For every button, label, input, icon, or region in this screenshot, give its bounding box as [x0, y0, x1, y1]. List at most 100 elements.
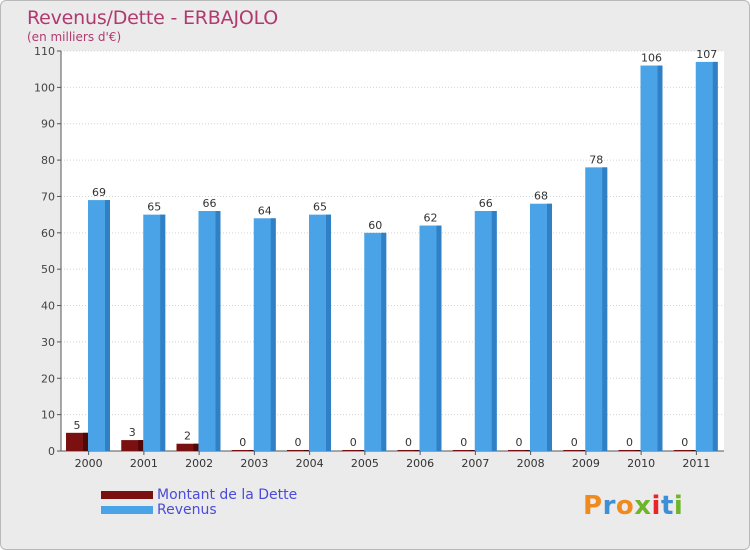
x-tick-label: 2006 [406, 457, 434, 470]
proxiti-logo: Proxiti [583, 491, 683, 521]
legend-swatch-revenus [101, 505, 153, 514]
bar-revenus [585, 167, 608, 451]
data-label-dette: 0 [295, 436, 302, 449]
bar-revenus-shade [105, 200, 110, 451]
y-tick-label: 60 [41, 227, 55, 240]
data-label-revenus: 60 [368, 219, 382, 232]
bar-dette [287, 450, 309, 451]
data-label-revenus: 78 [589, 153, 603, 166]
chart-title: Revenus/Dette - ERBAJOLO [27, 7, 279, 29]
data-label-revenus: 69 [92, 186, 106, 199]
x-tick-label: 2007 [461, 457, 489, 470]
bar-revenus-shade [381, 232, 387, 451]
chart-legend: Montant de la Dette Revenus [101, 486, 298, 518]
data-label-dette: 0 [681, 436, 688, 449]
logo-letter: P [583, 491, 603, 521]
data-label-revenus: 66 [203, 197, 217, 210]
bar-dette [342, 450, 365, 451]
bar-revenus-shade [547, 203, 552, 451]
data-label-revenus: 66 [479, 197, 493, 210]
bar-dette [176, 443, 199, 451]
bar-revenus-shade [326, 214, 331, 451]
bar-revenus [309, 214, 331, 451]
bar-revenus [364, 232, 387, 451]
bar-revenus [253, 218, 276, 451]
bar-revenus-shade [215, 211, 221, 451]
bar-revenus [530, 203, 552, 451]
bar-revenus [88, 200, 110, 451]
logo-letter: i [651, 491, 661, 521]
data-label-dette: 0 [350, 436, 357, 449]
bar-dette-shade [359, 450, 365, 451]
x-tick-label: 2001 [130, 457, 158, 470]
data-label-revenus: 64 [258, 204, 272, 217]
bar-revenus [198, 211, 221, 451]
bar-dette [397, 450, 420, 451]
data-label-dette: 0 [626, 436, 633, 449]
y-tick-label: 10 [41, 409, 55, 422]
bar-dette [231, 450, 254, 451]
bar-dette-shade [580, 450, 586, 451]
data-label-dette: 3 [129, 426, 136, 439]
logo-letter: o [615, 491, 635, 521]
bar-dette-shade [635, 450, 641, 451]
chart-subtitle: (en milliers d'€) [27, 30, 122, 44]
y-tick-label: 0 [48, 445, 55, 458]
y-tick-label: 80 [41, 154, 55, 167]
bar-revenus-shade [712, 61, 718, 452]
x-tick-label: 2011 [682, 457, 710, 470]
data-label-dette: 0 [516, 436, 523, 449]
x-tick-label: 2005 [351, 457, 379, 470]
y-tick-label: 30 [41, 336, 55, 349]
y-tick-label: 90 [41, 118, 55, 131]
legend-item-dette: Montant de la Dette [101, 486, 298, 503]
data-label-dette: 0 [239, 436, 246, 449]
data-label-revenus: 68 [534, 190, 548, 203]
logo-letter: r [602, 491, 616, 521]
data-label-dette: 2 [184, 430, 191, 443]
legend-label-dette: Montant de la Dette [157, 486, 298, 503]
logo-letter: t [660, 491, 674, 521]
bar-dette-shade [469, 450, 475, 451]
bar-revenus [419, 225, 442, 451]
y-tick-label: 40 [41, 300, 55, 313]
data-label-dette: 0 [405, 436, 412, 449]
x-tick-label: 2008 [517, 457, 545, 470]
y-tick-label: 70 [41, 190, 55, 203]
data-label-revenus: 65 [313, 201, 327, 214]
bar-dette-shade [690, 450, 696, 451]
y-tick-label: 50 [41, 263, 55, 276]
bar-revenus-shade [602, 167, 608, 451]
bar-dette [673, 450, 696, 451]
y-tick-label: 100 [34, 81, 55, 94]
bar-revenus-shade [657, 65, 663, 451]
bar-dette-shade [525, 450, 530, 451]
bar-revenus [640, 65, 663, 451]
data-label-revenus: 107 [696, 48, 717, 61]
bar-revenus-shade [160, 214, 166, 451]
x-tick-label: 2000 [75, 457, 103, 470]
legend-label-revenus: Revenus [157, 501, 217, 518]
bar-dette [452, 450, 475, 451]
bar-dette-shade [304, 450, 309, 451]
plot-area [61, 51, 724, 451]
bar-dette [618, 450, 641, 451]
logo-letter: i [673, 491, 684, 521]
bar-dette [563, 450, 586, 451]
data-label-revenus: 65 [147, 201, 161, 214]
bar-revenus [695, 61, 718, 452]
data-label-dette: 5 [74, 419, 81, 432]
x-tick-label: 2009 [572, 457, 600, 470]
bar-dette-shade [414, 450, 420, 451]
bar-dette [66, 432, 88, 451]
legend-item-revenus: Revenus [101, 501, 297, 518]
x-tick-label: 2003 [240, 457, 268, 470]
bar-dette-shade [138, 440, 144, 451]
legend-swatch-dette [101, 490, 153, 499]
bar-revenus-shade [270, 218, 276, 451]
bar-dette-shade [248, 450, 254, 451]
data-label-revenus: 106 [641, 52, 662, 65]
bar-revenus-shade [491, 211, 497, 451]
